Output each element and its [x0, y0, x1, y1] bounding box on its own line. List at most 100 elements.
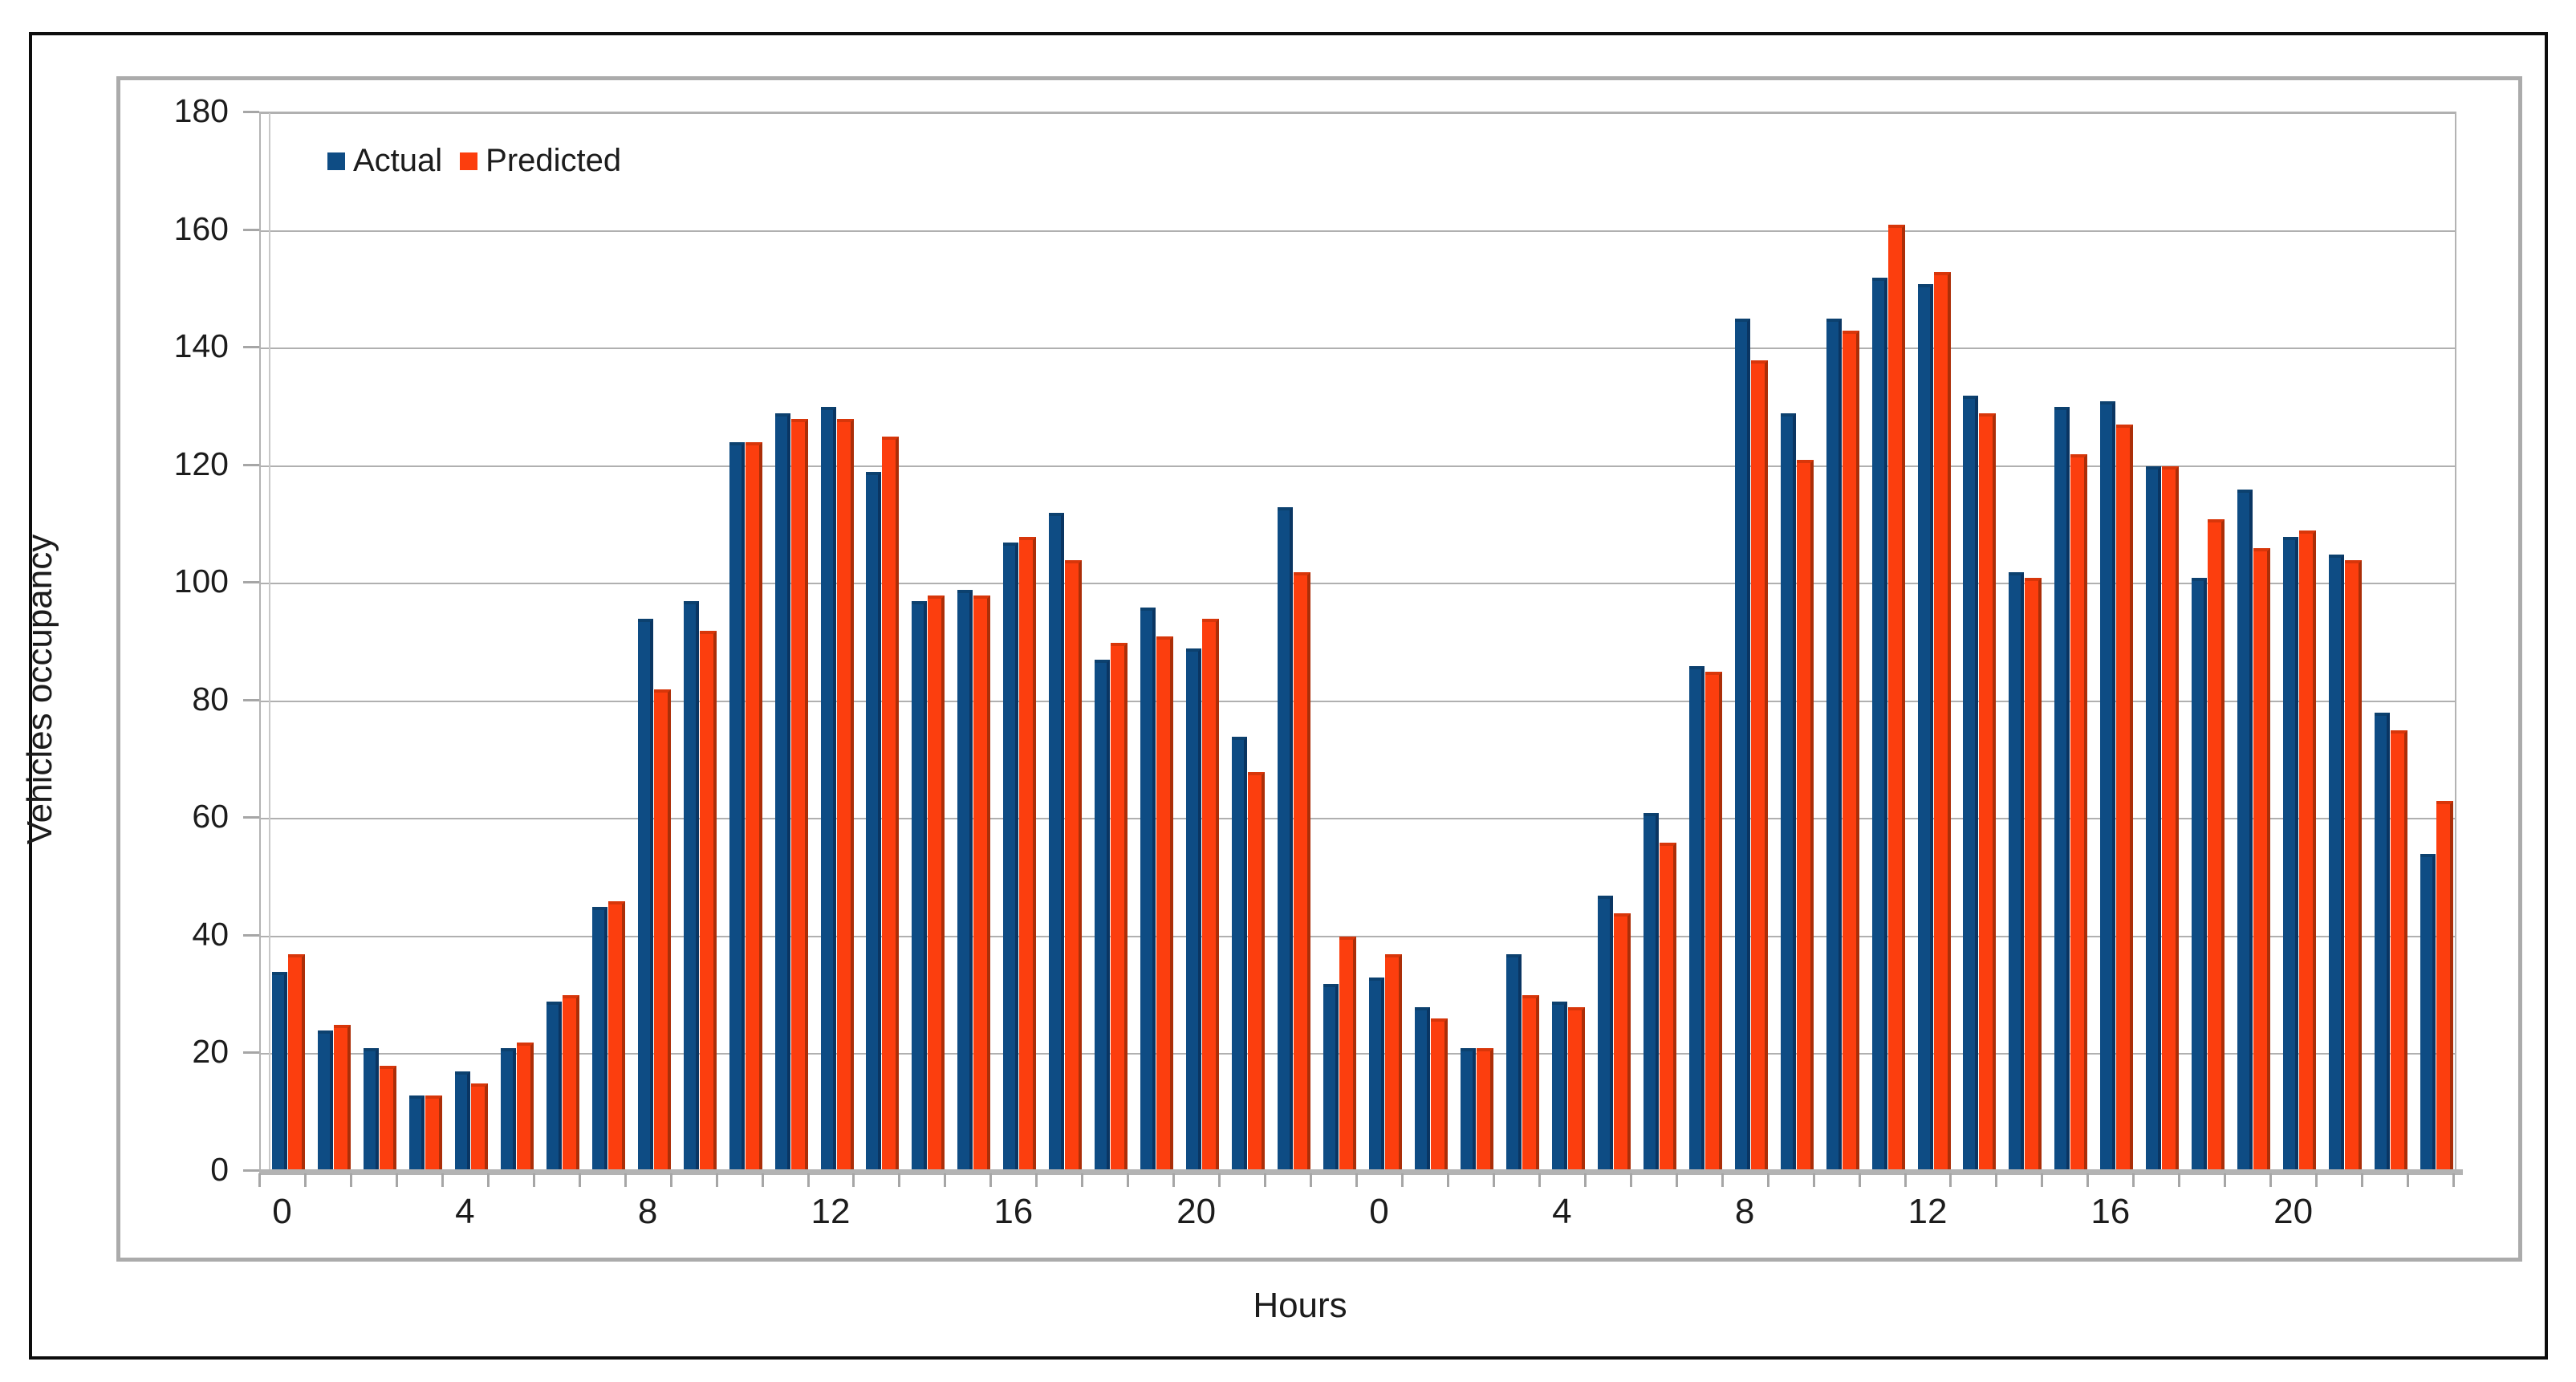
bar-actual-day1-h2: [363, 1048, 379, 1172]
bar-actual-day1-h3: [408, 1095, 425, 1172]
bar-predicted-day1-h0: [288, 953, 305, 1172]
y-axis-title: Vehicles occupancy: [20, 534, 59, 845]
bar-predicted-day1-h21: [1248, 771, 1266, 1172]
x-tick-24: [1355, 1173, 1358, 1187]
y-tick-100: [243, 581, 259, 584]
gridline-80: [261, 700, 2455, 702]
bar-predicted-day2-h18: [2208, 518, 2225, 1172]
y-axis-3d-wall: [269, 113, 270, 1172]
bar-predicted-day1-h11: [790, 419, 808, 1172]
y-tick-label-60: 60: [192, 798, 229, 835]
x-tick-1: [303, 1173, 307, 1187]
x-tick-46: [2361, 1173, 2364, 1187]
bar-predicted-day2-h6: [1659, 842, 1676, 1172]
bar-predicted-day1-h14: [928, 595, 945, 1172]
y-tick-120: [243, 463, 259, 466]
x-tick-30: [1629, 1173, 1632, 1187]
bar-predicted-day2-h4: [1567, 1006, 1585, 1172]
y-tick-0: [243, 1169, 259, 1172]
x-tick-label-day1-0: 0: [272, 1192, 292, 1231]
bar-predicted-day1-h22: [1294, 571, 1311, 1172]
bar-predicted-day2-h20: [2299, 530, 2317, 1172]
x-axis-title: Hours: [1253, 1286, 1347, 1325]
bar-actual-day1-h17: [1049, 513, 1065, 1172]
bar-predicted-day2-h0: [1385, 953, 1402, 1172]
x-tick-48: [2452, 1173, 2455, 1187]
x-tick-23: [1310, 1173, 1313, 1187]
bar-actual-day2-h19: [2237, 489, 2253, 1172]
bar-actual-day1-h1: [317, 1030, 333, 1172]
legend-swatch-predicted: [460, 152, 478, 170]
x-tick-6: [532, 1173, 535, 1187]
bar-actual-day2-h7: [1688, 665, 1704, 1172]
bar-actual-day1-h0: [272, 971, 287, 1172]
bar-actual-day1-h19: [1140, 607, 1156, 1172]
x-tick-41: [2132, 1173, 2135, 1187]
bar-predicted-day1-h10: [745, 442, 762, 1172]
bar-actual-day2-h18: [2192, 577, 2208, 1172]
y-tick-40: [243, 933, 259, 937]
bar-actual-day1-h18: [1095, 660, 1111, 1172]
bar-actual-day1-h22: [1278, 506, 1294, 1172]
y-tick-label-80: 80: [192, 680, 229, 717]
bar-predicted-day2-h3: [1522, 995, 1539, 1172]
bar-predicted-day1-h16: [1019, 536, 1037, 1172]
bar-actual-day2-h2: [1460, 1048, 1476, 1172]
x-tick-34: [1812, 1173, 1815, 1187]
y-tick-label-40: 40: [192, 915, 229, 953]
bar-predicted-day2-h9: [1796, 460, 1814, 1172]
legend-label-actual: Actual: [353, 143, 443, 178]
bar-actual-day2-h1: [1414, 1006, 1430, 1172]
x-tick-16: [989, 1173, 993, 1187]
bar-actual-day2-h12: [1917, 283, 1933, 1172]
x-tick-label-day2-8: 8: [1734, 1192, 1755, 1231]
bar-predicted-day1-h8: [653, 689, 671, 1172]
bar-predicted-day2-h11: [1887, 225, 1905, 1172]
bar-actual-day1-h16: [1003, 542, 1019, 1172]
x-tick-13: [852, 1173, 855, 1187]
bar-predicted-day1-h9: [699, 630, 717, 1172]
outer-border: [29, 32, 2548, 1360]
bar-predicted-day1-h19: [1156, 636, 1174, 1172]
bar-predicted-day2-h21: [2345, 559, 2363, 1172]
bar-predicted-day2-h19: [2253, 548, 2271, 1172]
x-tick-label-day1-16: 16: [993, 1192, 1034, 1231]
bar-predicted-day2-h13: [1979, 413, 1997, 1172]
x-tick-19: [1127, 1173, 1130, 1187]
bar-predicted-day1-h2: [379, 1066, 396, 1172]
bar-actual-day1-h7: [591, 907, 607, 1172]
y-tick-label-140: 140: [173, 327, 229, 365]
x-tick-label-day1-8: 8: [637, 1192, 658, 1231]
bar-actual-day1-h15: [957, 589, 973, 1172]
bar-actual-day1-h5: [500, 1048, 516, 1172]
bar-actual-day1-h9: [683, 601, 699, 1172]
bar-predicted-day1-h1: [333, 1024, 351, 1172]
y-tick-label-180: 180: [173, 92, 229, 129]
bar-predicted-day1-h5: [516, 1042, 534, 1172]
x-tick-7: [578, 1173, 581, 1187]
bar-predicted-day2-h17: [2162, 465, 2180, 1172]
x-tick-12: [807, 1173, 810, 1187]
legend-label-predicted: Predicted: [486, 143, 622, 178]
bar-predicted-day2-h14: [2025, 577, 2042, 1172]
bar-predicted-day2-h16: [2116, 425, 2134, 1172]
x-tick-17: [1035, 1173, 1038, 1187]
bar-predicted-day1-h13: [882, 437, 900, 1172]
bar-actual-day1-h23: [1323, 983, 1339, 1172]
bar-predicted-day1-h17: [1065, 559, 1083, 1172]
x-tick-label-day2-4: 4: [1552, 1192, 1572, 1231]
x-tick-label-day2-20: 20: [2273, 1192, 2314, 1231]
bar-actual-day2-h6: [1643, 813, 1659, 1172]
bar-actual-day1-h13: [866, 472, 882, 1172]
x-tick-4: [441, 1173, 444, 1187]
x-tick-36: [1904, 1173, 1907, 1187]
bar-actual-day2-h20: [2283, 536, 2299, 1172]
x-tick-29: [1583, 1173, 1587, 1187]
bar-actual-day2-h10: [1826, 319, 1842, 1172]
bar-actual-day1-h10: [729, 442, 745, 1172]
x-tick-20: [1172, 1173, 1176, 1187]
bar-predicted-day2-h2: [1476, 1048, 1493, 1172]
bar-predicted-day2-h1: [1430, 1018, 1448, 1172]
legend-item-predicted: Predicted: [460, 143, 621, 179]
